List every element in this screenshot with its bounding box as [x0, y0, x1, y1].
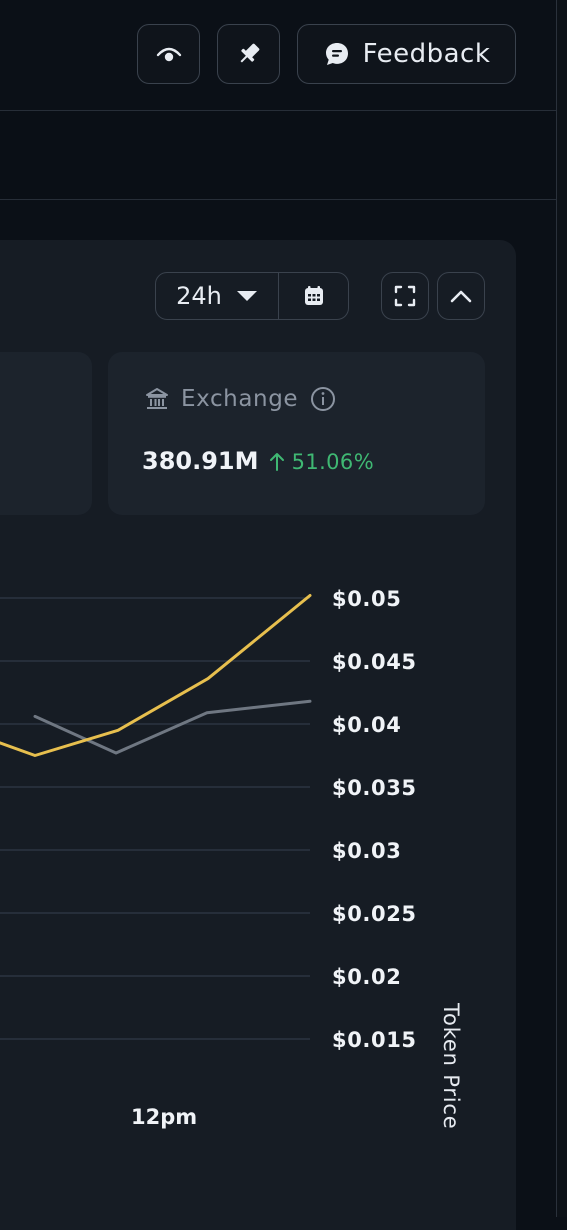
metrics-panel: 24h $0. — [0, 240, 516, 1230]
feedback-button[interactable]: Feedback — [297, 24, 516, 84]
info-icon[interactable] — [310, 386, 336, 412]
pin-button[interactable] — [217, 24, 280, 84]
y-tick-label: $0.045 — [332, 650, 417, 674]
y-tick-label: $0.02 — [332, 965, 401, 989]
x-tick-label: 12pm — [131, 1105, 197, 1129]
eye-icon — [156, 47, 181, 62]
expand-icon — [394, 285, 416, 307]
watch-button[interactable] — [137, 24, 200, 84]
exchange-change: 51.06% — [269, 450, 375, 474]
series-line-0 — [0, 594, 312, 757]
bank-icon — [146, 388, 168, 409]
y-tick-label: $0.03 — [332, 839, 401, 863]
exchange-stat-card — [108, 352, 485, 515]
time-range-control: 24h — [155, 272, 349, 320]
exchange-title-row: Exchange — [145, 386, 336, 412]
collapse-button[interactable] — [437, 272, 485, 320]
chat-bubble-icon — [325, 43, 348, 65]
exchange-change-value: 51.06% — [291, 450, 375, 474]
time-range-value: 24h — [176, 282, 222, 310]
scrollbar-rail[interactable] — [556, 0, 567, 1217]
time-range-dropdown[interactable]: 24h — [156, 273, 279, 319]
y-tick-label: $0.04 — [332, 713, 401, 737]
chevron-down-icon — [236, 291, 257, 301]
sub-header-band — [0, 111, 556, 200]
pin-icon — [240, 43, 259, 63]
token-price-chart: $0.05 $0.045 $0.04 $0.035 $0.03 $0.025 $0.02 $0… — [0, 587, 463, 1129]
fullscreen-button[interactable] — [381, 272, 429, 320]
y-tick-label: $0.05 — [332, 587, 401, 611]
arrow-up-icon — [269, 453, 284, 471]
calendar-button[interactable] — [279, 273, 348, 319]
feedback-label: Feedback — [362, 39, 491, 69]
y-tick-label: $0.025 — [332, 902, 417, 926]
exchange-value: 380.91M — [142, 447, 259, 475]
exchange-title: Exchange — [181, 386, 299, 412]
exchange-metric: 380.91M 51.06% — [142, 447, 374, 475]
stat-card — [0, 352, 92, 515]
calendar-icon — [304, 286, 323, 305]
y-tick-label: $0.015 — [332, 1028, 417, 1052]
chevron-up-icon — [450, 290, 472, 303]
series-line-1 — [33, 699, 312, 755]
top-toolbar: Feedback — [0, 0, 556, 111]
y-tick-label: $0.035 — [332, 776, 417, 800]
y-axis-label: Token Price — [439, 1002, 463, 1129]
